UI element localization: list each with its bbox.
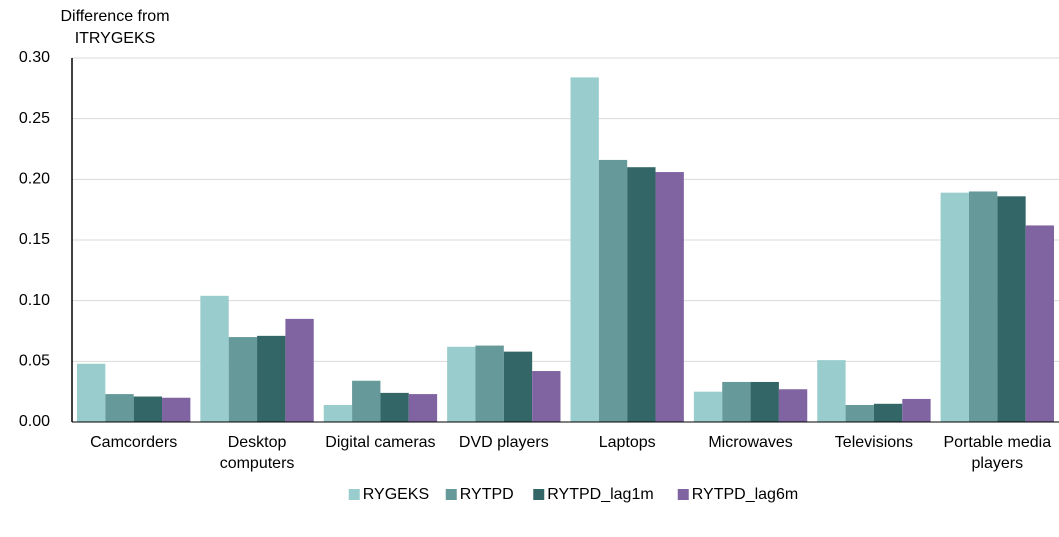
bar xyxy=(285,318,314,422)
y-tick-label: 0.25 xyxy=(19,110,50,127)
y-tick-label: 0.00 xyxy=(19,413,50,430)
bar xyxy=(380,392,409,422)
y-tick-label: 0.05 xyxy=(19,353,50,370)
y-tick-label: 0.30 xyxy=(19,49,50,66)
x-tick-label: Portable media players xyxy=(943,434,1052,472)
bar xyxy=(257,335,286,422)
bar xyxy=(323,405,353,422)
x-tick-label: Camcorders xyxy=(90,434,178,451)
bar xyxy=(845,405,874,422)
y-tick-label: 0.15 xyxy=(19,231,50,248)
legend-swatch xyxy=(348,489,360,500)
legend-label: RYTPD_lag6m xyxy=(692,486,798,503)
bar xyxy=(778,389,808,422)
x-tick-label: Televisions xyxy=(834,434,914,451)
bar xyxy=(408,394,438,422)
bar xyxy=(532,371,561,422)
bar xyxy=(570,77,599,422)
legend-swatch xyxy=(445,489,457,500)
bar xyxy=(1025,225,1054,422)
bar xyxy=(200,295,229,422)
legend-label: RYGEKS xyxy=(363,486,429,503)
bar xyxy=(940,192,969,422)
bar xyxy=(817,360,846,422)
bar xyxy=(475,345,504,422)
x-tick-label: Laptops xyxy=(598,434,656,451)
bar xyxy=(722,381,751,422)
y-axis-title: Difference from ITRYGEKS xyxy=(60,8,170,47)
bar xyxy=(997,196,1026,422)
y-tick-label: 0.10 xyxy=(19,292,50,309)
bar xyxy=(162,397,191,422)
bar xyxy=(77,363,106,422)
bar xyxy=(750,381,779,422)
bar xyxy=(693,391,723,422)
x-tick-label: Desktop computers xyxy=(219,434,295,472)
bar xyxy=(902,398,931,422)
x-tick-label: Microwaves xyxy=(708,434,793,451)
legend-swatch xyxy=(677,489,689,500)
bar xyxy=(655,172,684,422)
bar xyxy=(133,396,163,422)
bar xyxy=(447,346,476,422)
bar xyxy=(873,403,903,422)
bar xyxy=(228,337,258,422)
y-tick-label: 0.20 xyxy=(19,171,50,188)
bar xyxy=(352,380,381,422)
legend-swatch xyxy=(533,489,545,500)
bar xyxy=(105,394,134,422)
legend-label: RYTPD_lag1m xyxy=(547,486,653,503)
bar xyxy=(968,191,998,422)
bar xyxy=(598,159,628,423)
bar xyxy=(503,351,533,422)
bar xyxy=(627,167,656,422)
legend-label: RYTPD xyxy=(460,486,514,503)
x-tick-label: DVD players xyxy=(458,434,549,451)
x-tick-label: Digital cameras xyxy=(325,434,436,451)
